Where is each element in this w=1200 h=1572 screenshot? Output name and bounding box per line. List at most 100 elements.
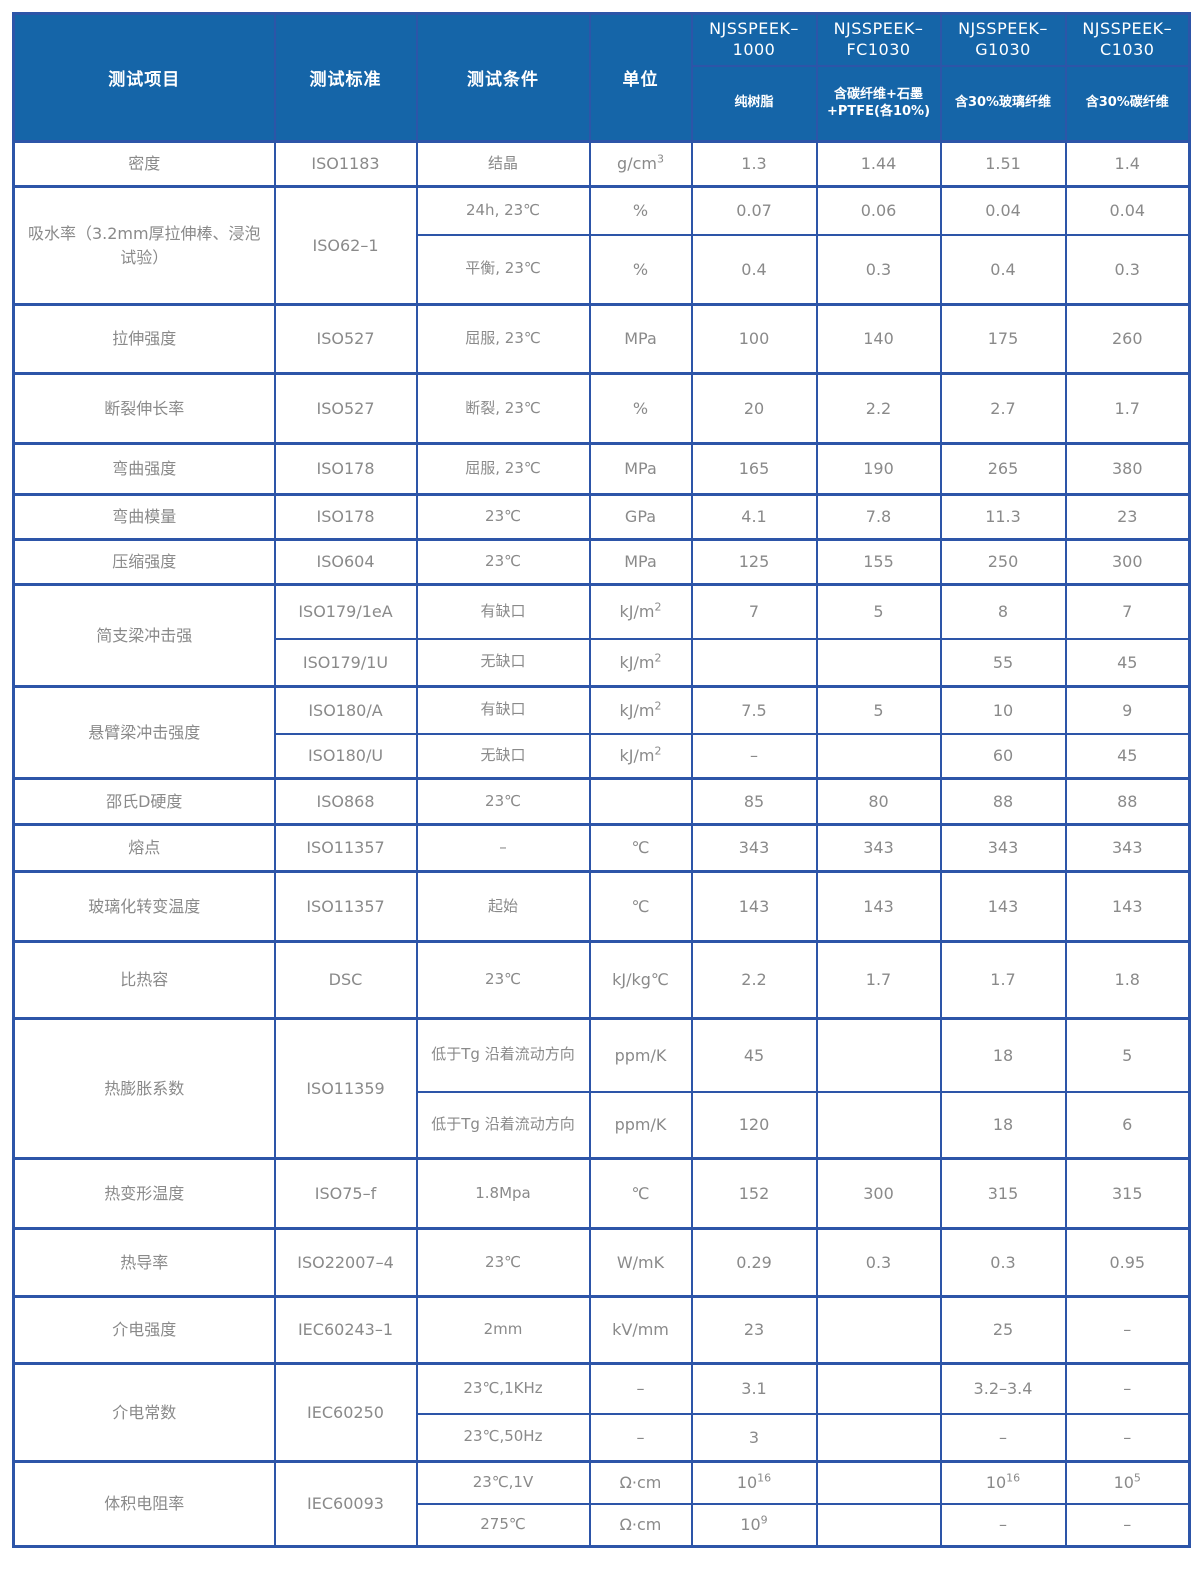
cell-test-condition: 结晶	[415, 140, 591, 188]
cell-unit: MPa	[588, 303, 693, 375]
cell-test-item: 介电强度	[12, 1295, 276, 1365]
cell-test-item: 体积电阻率	[12, 1460, 276, 1548]
cell-test-item: 熔点	[12, 823, 276, 873]
cell-value: 190	[815, 442, 942, 496]
product-name-njsspeek-fc1030: NJSSPEEK– FC1030	[815, 12, 942, 67]
cell-value: 5	[815, 583, 942, 640]
cell-unit: MPa	[588, 538, 693, 586]
cell-test-condition: 24h, 23℃	[415, 185, 591, 236]
cell-value: 0.95	[1064, 1227, 1191, 1298]
cell-test-condition: 23℃,1KHz	[415, 1362, 591, 1415]
cell-test-standard: ISO179/1eA	[273, 583, 418, 640]
cell-value: 1.51	[939, 140, 1067, 188]
cell-test-item: 拉伸强度	[12, 303, 276, 375]
cell-test-standard: ISO11357	[273, 870, 418, 943]
table-row: 比热容 DSC 23℃ kJ/kg℃ 2.2 1.7 1.7 1.8	[12, 940, 1191, 1020]
cell-test-item: 压缩强度	[12, 538, 276, 586]
cell-value: 1.44	[815, 140, 942, 188]
cell-value: 143	[1064, 870, 1191, 943]
cell-value	[815, 1017, 942, 1093]
table-row: 介电强度 IEC60243–1 2mm kV/mm 23 25–	[12, 1295, 1191, 1365]
cell-test-standard: ISO75–f	[273, 1157, 418, 1230]
cell-value: 1.7	[815, 940, 942, 1020]
cell-unit: ℃	[588, 1157, 693, 1230]
table-row: 275℃ Ω·cm 109 – –	[14, 1502, 1191, 1548]
cell-value: 80	[815, 777, 942, 826]
cell-value: 0.06	[815, 185, 942, 236]
col-header-test-condition: 测试条件	[415, 12, 591, 143]
table-row: 拉伸强度 ISO527 屈服, 23℃ MPa 100 140 175 260	[12, 303, 1191, 375]
cell-value: –	[1064, 1362, 1191, 1415]
cell-value: 0.4	[690, 233, 818, 306]
cell-value: 4.1	[690, 493, 818, 541]
cell-value	[815, 1460, 942, 1505]
table-row: 邵氏D硬度 ISO868 23℃ 85 80 88 88	[12, 777, 1191, 826]
cell-value	[815, 1090, 942, 1160]
cell-value: 0.3	[939, 1227, 1067, 1298]
cell-value: –	[939, 1412, 1067, 1463]
cell-test-item: 热导率	[12, 1227, 276, 1298]
cell-value: –	[1064, 1502, 1191, 1548]
cell-test-standard: ISO11357	[273, 823, 418, 873]
cell-value: 45	[1064, 732, 1191, 780]
cell-value: 1.3	[690, 140, 818, 188]
cell-value: 143	[939, 870, 1067, 943]
material-spec-sheet: 测试项目 测试标准 测试条件 单位 NJSSPEEK– 1000 NJSSPEE…	[12, 12, 1191, 1548]
cell-test-condition: 23℃,50Hz	[415, 1412, 591, 1463]
product-name-njsspeek-c1030: NJSSPEEK– C1030	[1064, 12, 1191, 67]
cell-test-condition: 屈服, 23℃	[415, 303, 591, 375]
table-row: 悬臂梁冲击强度 ISO180/A 有缺口 kJ/m2 7.5 5 10 9	[12, 685, 1191, 780]
cell-test-standard: ISO62–1	[273, 185, 418, 306]
cell-unit: –	[588, 1362, 693, 1415]
table-row: 吸水率（3.2mm厚拉伸棒、浸泡试验） ISO62–1 24h, 23℃% 0.07 0…	[12, 185, 1191, 306]
cell-test-standard: ISO22007–4	[273, 1227, 418, 1298]
cell-value: 60	[939, 732, 1067, 780]
cell-unit	[588, 777, 693, 826]
cell-value: 45	[690, 1017, 818, 1093]
cell-value: 300	[815, 1157, 942, 1230]
cell-unit: ℃	[588, 823, 693, 873]
cell-test-item: 热变形温度	[12, 1157, 276, 1230]
cell-test-condition: 屈服, 23℃	[415, 442, 591, 496]
cell-value: 105	[1064, 1460, 1191, 1505]
cell-value: 152	[690, 1157, 818, 1230]
cell-value: –	[690, 732, 818, 780]
cell-value: 3.1	[690, 1362, 818, 1415]
cell-value: 380	[1064, 442, 1191, 496]
table-row: 23℃,50Hz –3– –	[14, 1412, 1191, 1463]
table-row: ISO180/U 无缺口 kJ/m2– 60 45	[14, 732, 1191, 780]
cell-test-item: 弯曲强度	[12, 442, 276, 496]
table-row: 低于Tg 沿着流动方向 ppm/K 120 18 6	[14, 1090, 1191, 1160]
cell-test-condition: 有缺口	[415, 583, 591, 640]
cell-value: 85	[690, 777, 818, 826]
cell-unit: %	[588, 372, 693, 445]
product-desc-njsspeek-c1030: 含30%碳纤维	[1064, 64, 1191, 143]
cell-test-standard: ISO178	[273, 493, 418, 541]
cell-test-condition: 23℃	[415, 940, 591, 1020]
cell-value: 23	[690, 1295, 818, 1365]
table-row: 热变形温度 ISO75–f 1.8Mpa ℃ 152 300 315 315	[12, 1157, 1191, 1230]
cell-unit: g/cm3	[588, 140, 693, 188]
cell-value	[815, 732, 942, 780]
cell-test-condition: 平衡, 23℃	[415, 233, 591, 306]
cell-value: 0.04	[1064, 185, 1191, 236]
table-row: ISO179/1U 无缺口 kJ/m2 55 45	[14, 637, 1191, 688]
cell-test-standard: DSC	[273, 940, 418, 1020]
cell-value: 0.4	[939, 233, 1067, 306]
cell-value: 3	[690, 1412, 818, 1463]
cell-value: 7.5	[690, 685, 818, 735]
cell-value: 2.2	[815, 372, 942, 445]
cell-value: 18	[939, 1090, 1067, 1160]
peek-properties-table: 测试项目 测试标准 测试条件 单位 NJSSPEEK– 1000 NJSSPEE…	[12, 12, 1191, 1548]
cell-test-standard: ISO180/A	[273, 685, 418, 735]
cell-test-standard: IEC60250	[273, 1362, 418, 1463]
cell-test-standard: ISO179/1U	[273, 637, 418, 688]
cell-value: –	[1064, 1295, 1191, 1365]
cell-test-condition: 无缺口	[415, 637, 591, 688]
cell-value: 315	[1064, 1157, 1191, 1230]
cell-test-standard: ISO527	[273, 303, 418, 375]
cell-value: 1016	[939, 1460, 1067, 1505]
cell-value: 143	[690, 870, 818, 943]
cell-test-standard: IEC60093	[273, 1460, 418, 1548]
table-row: 压缩强度 ISO604 23℃ MPa 125 155 250 300	[12, 538, 1191, 586]
